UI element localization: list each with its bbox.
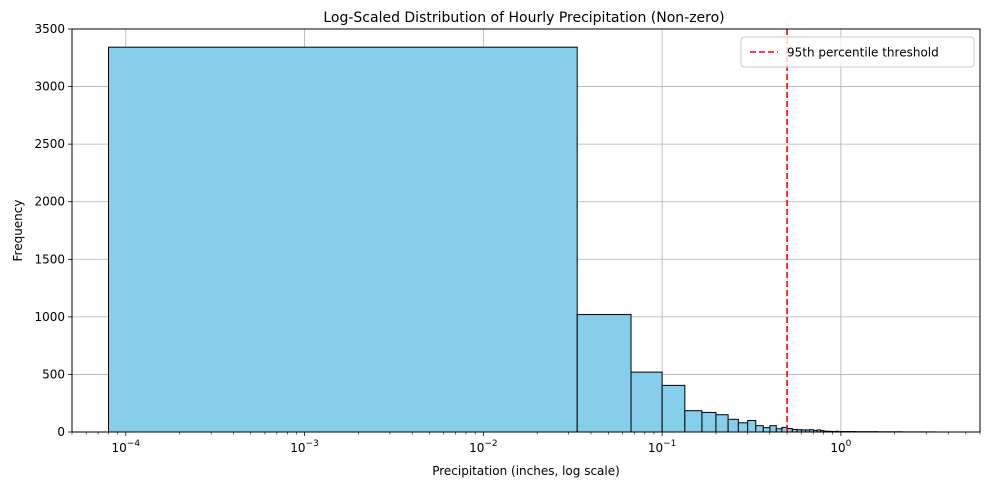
y-tick-label: 2000 [34, 195, 65, 209]
y-tick-label: 0 [57, 425, 65, 439]
y-axis-ticks: 0 500 1000 1500 2000 2500 3000 3500 [34, 22, 72, 439]
y-tick-label: 3500 [34, 22, 65, 36]
histogram-bar [755, 425, 764, 433]
histogram-bar [715, 414, 729, 433]
chart-title: Log-Scaled Distribution of Hourly Precip… [323, 10, 724, 26]
histogram-bar [747, 419, 757, 433]
x-tick-label: 100 [830, 439, 851, 455]
x-tick-label: 10−2 [469, 439, 498, 455]
histogram-bar [769, 425, 777, 433]
histogram-bar [107, 46, 578, 433]
y-tick-label: 1500 [34, 252, 65, 266]
x-axis-title: Precipitation (inches, log scale) [432, 464, 620, 478]
histogram-bar [737, 422, 749, 433]
histogram-bar [762, 427, 771, 433]
y-tick-label: 1000 [34, 310, 65, 324]
histogram-bar [701, 411, 717, 433]
histogram-bar [727, 418, 739, 433]
y-tick-label: 3000 [34, 80, 65, 94]
histogram-bar [684, 410, 703, 433]
legend-box [740, 36, 975, 68]
histogram-bar [576, 314, 632, 433]
y-axis-title: Frequency [11, 200, 25, 262]
plot-frame [71, 28, 981, 433]
histogram-bar [786, 428, 793, 433]
x-axis-ticks: 10−4 10−3 10−2 10−1 100 [71, 432, 981, 455]
x-tick-label: 10−1 [648, 439, 677, 455]
x-tick-label: 10−4 [112, 439, 141, 455]
legend-threshold-label: 95th percentile threshold [787, 46, 939, 60]
histogram-bar [661, 384, 686, 433]
histogram-bar [630, 371, 663, 433]
x-tick-label: 10−3 [290, 439, 319, 455]
legend: 95th percentile threshold [740, 36, 975, 68]
y-tick-label: 2500 [34, 137, 65, 151]
histogram-bars [107, 46, 937, 433]
y-tick-label: 500 [42, 367, 65, 381]
